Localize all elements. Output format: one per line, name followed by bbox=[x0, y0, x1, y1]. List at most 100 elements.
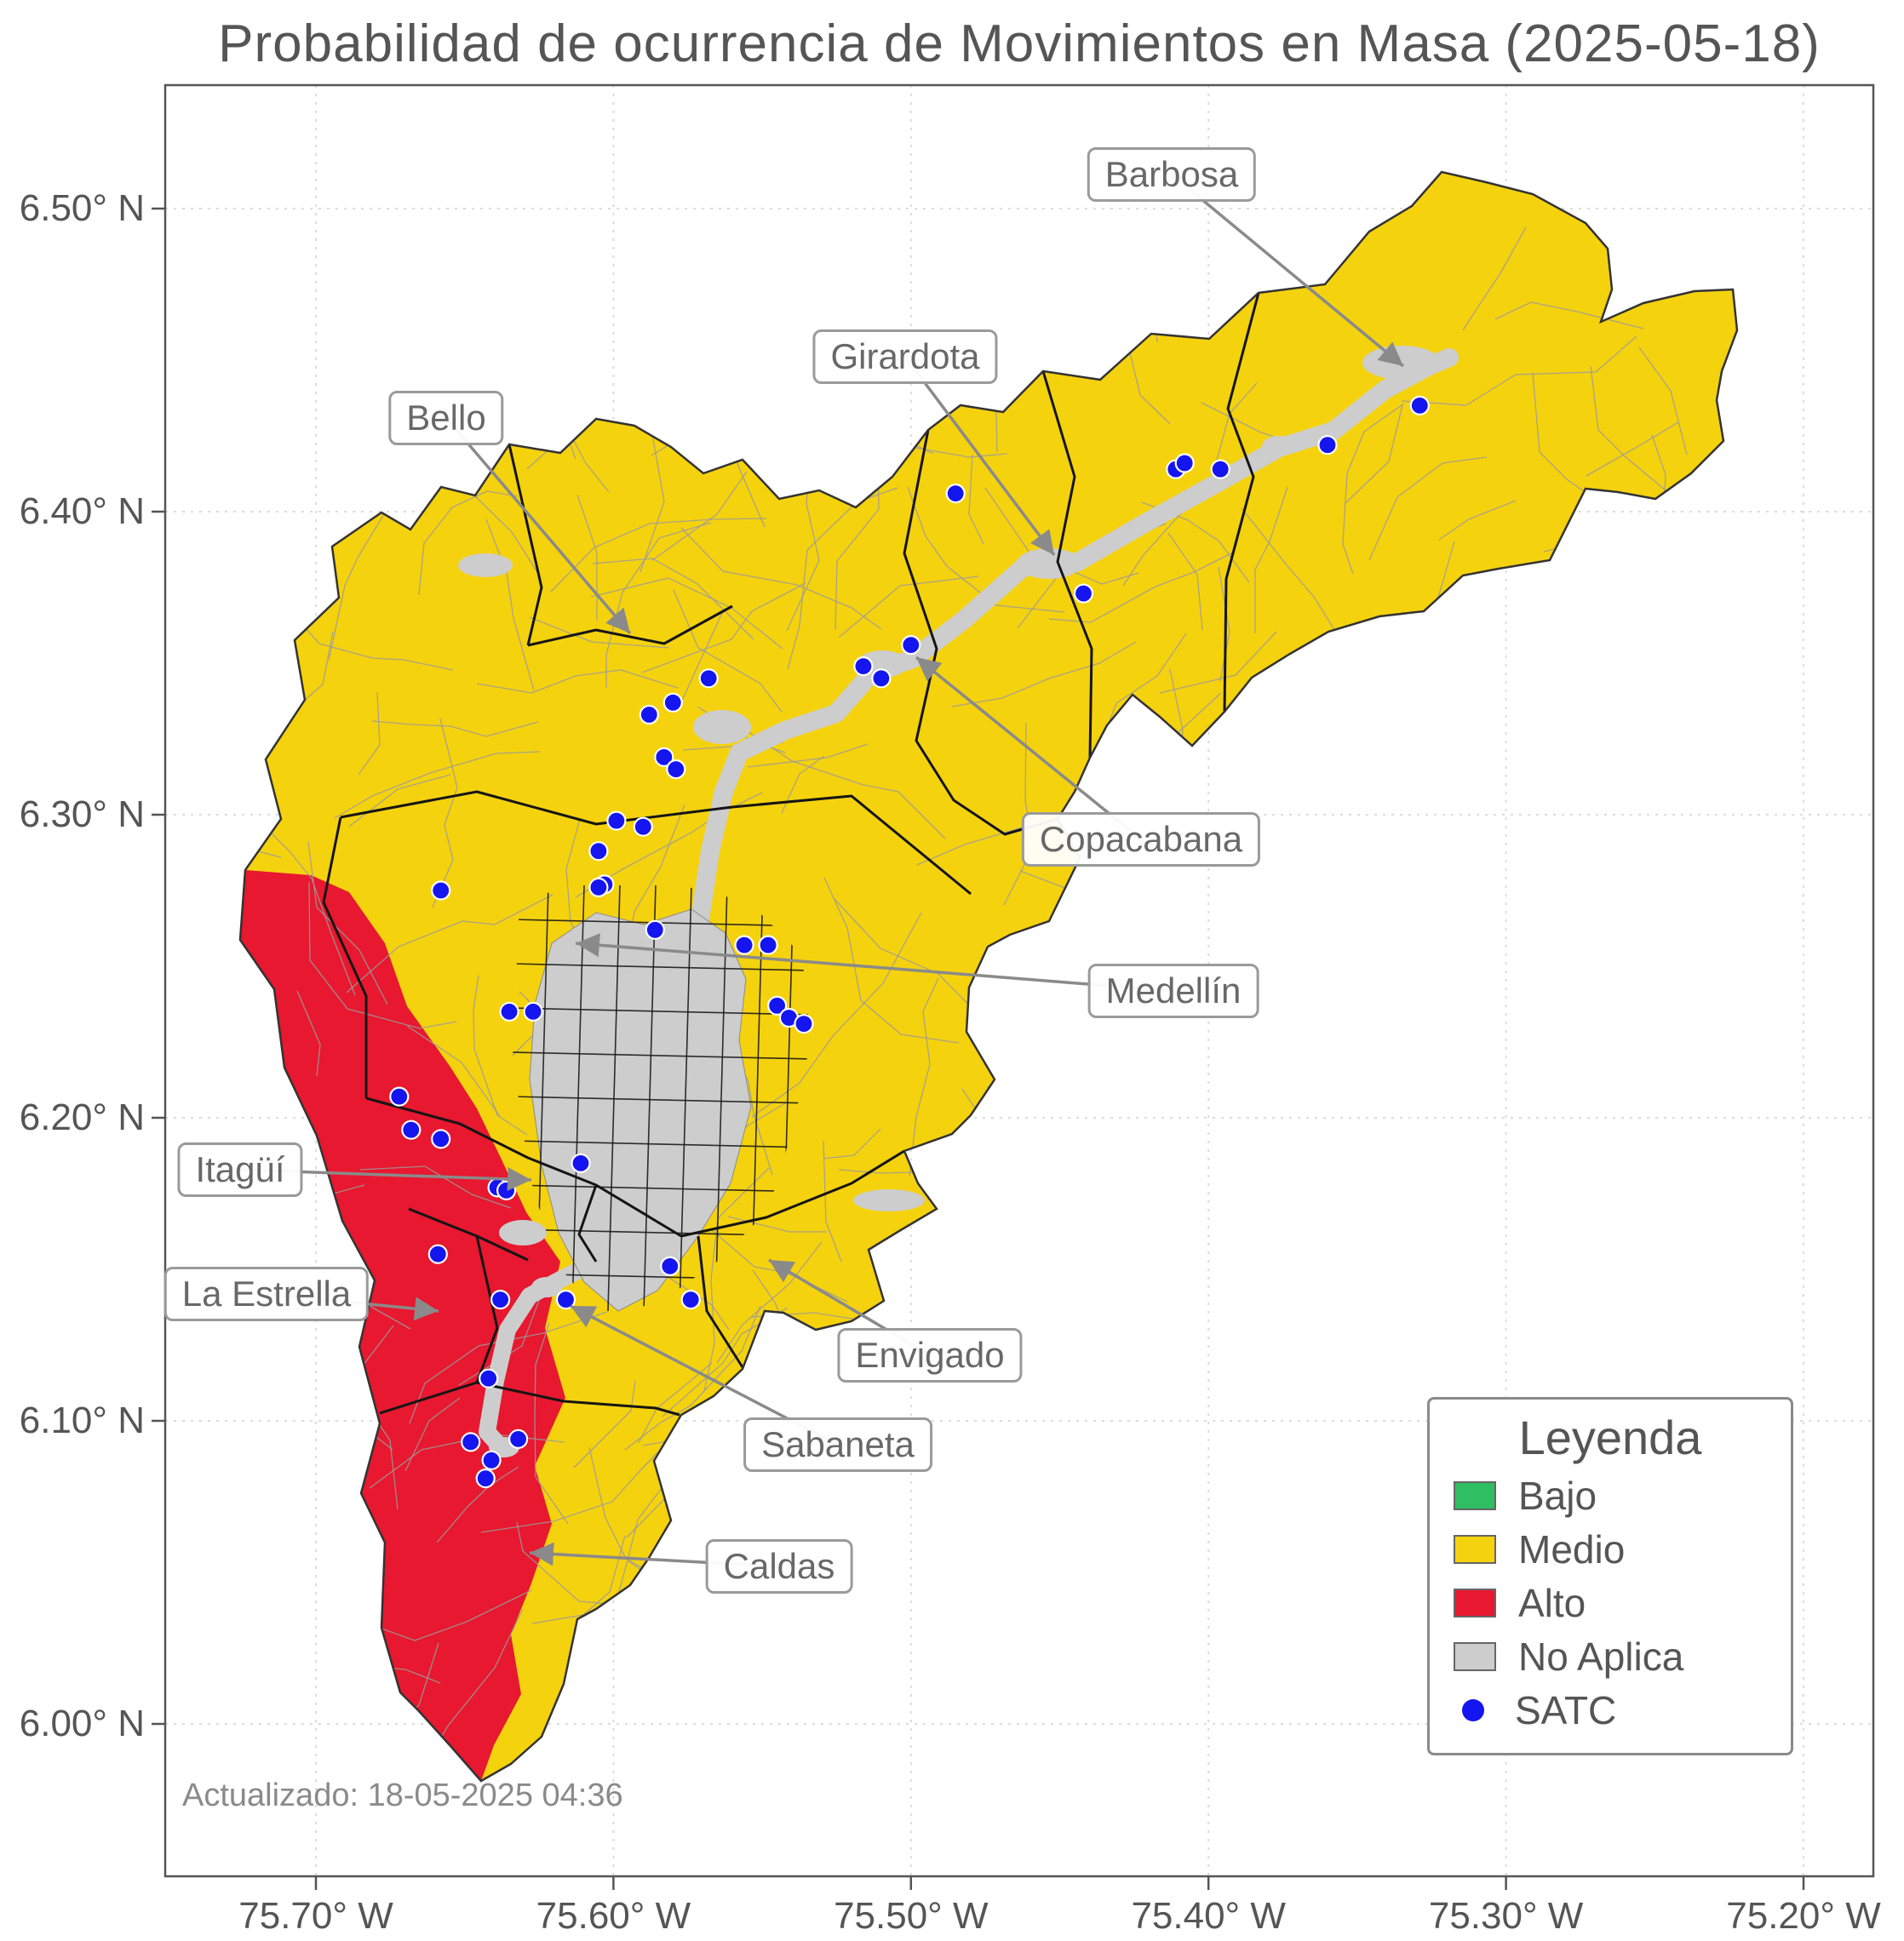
annotation-arrow bbox=[575, 933, 1174, 993]
map-annotation: Sabaneta bbox=[743, 1417, 932, 1472]
satc-dot bbox=[680, 1289, 701, 1310]
satc-dot bbox=[871, 668, 892, 689]
y-tick-label: 6.30° N bbox=[19, 793, 145, 835]
satc-dot bbox=[496, 1180, 517, 1201]
urban-area bbox=[531, 1277, 562, 1297]
satc-dot bbox=[734, 935, 754, 955]
urban-area bbox=[693, 710, 751, 744]
satc-dot bbox=[571, 1153, 591, 1174]
urban-area bbox=[1362, 346, 1441, 380]
x-tick-label: 75.70° W bbox=[238, 1895, 393, 1937]
satc-dot bbox=[758, 935, 778, 955]
legend-title: Leyenda bbox=[1518, 1411, 1702, 1464]
satc-dot bbox=[633, 816, 653, 837]
legend-color-swatch bbox=[1454, 1481, 1496, 1510]
satc-dot bbox=[945, 483, 966, 504]
satc-dot bbox=[427, 1244, 448, 1264]
satc-dot bbox=[431, 1129, 451, 1149]
satc-dot bbox=[431, 880, 451, 901]
annotation-arrow bbox=[903, 355, 1056, 557]
legend: Leyenda Bajo Medio Alto No Aplica SATC bbox=[1427, 1397, 1793, 1755]
page-title: Probabilidad de ocurrencia de Movimiento… bbox=[218, 14, 1821, 73]
map-annotation: Medellín bbox=[1087, 964, 1259, 1018]
satc-dot bbox=[389, 1086, 410, 1107]
satc-dot bbox=[490, 1289, 511, 1310]
y-tick-label: 6.20° N bbox=[19, 1096, 145, 1138]
satc-dot bbox=[588, 877, 609, 898]
map-annotation: Girardota bbox=[812, 329, 998, 384]
map-annotation: Barbosa bbox=[1087, 147, 1257, 202]
municipal-boundary bbox=[527, 604, 733, 647]
satc-dot bbox=[1317, 435, 1338, 455]
map-annotation: Copacabana bbox=[1021, 812, 1261, 867]
annotation-arrow bbox=[915, 656, 1143, 841]
y-tick-label: 6.00° N bbox=[19, 1703, 145, 1744]
y-tick-label: 6.50° N bbox=[19, 187, 145, 229]
urban-area bbox=[1017, 548, 1081, 579]
satc-dot bbox=[645, 919, 665, 940]
legend-item: SATC bbox=[1454, 1687, 1767, 1733]
satc-dot bbox=[481, 1450, 502, 1470]
annotation-arrow bbox=[444, 416, 632, 635]
satc-dot bbox=[606, 810, 627, 831]
legend-item: Alto bbox=[1454, 1580, 1767, 1626]
y-tick-label: 6.40° N bbox=[19, 490, 145, 532]
urban-area bbox=[1262, 436, 1296, 456]
legend-item-label: Medio bbox=[1518, 1527, 1626, 1572]
municipal-boundary bbox=[508, 444, 543, 646]
x-tick-label: 75.20° W bbox=[1726, 1895, 1881, 1937]
satc-dot bbox=[666, 759, 686, 780]
axes-frame bbox=[152, 83, 1875, 1890]
satc-dot bbox=[660, 1256, 680, 1277]
satc-dots-layer bbox=[389, 395, 1430, 1489]
satc-dot bbox=[479, 1368, 499, 1388]
legend-item-label: No Aplica bbox=[1518, 1635, 1684, 1679]
x-tick-label: 75.40° W bbox=[1131, 1895, 1286, 1937]
legend-item-label: SATC bbox=[1515, 1688, 1617, 1732]
satc-dot bbox=[499, 1001, 519, 1022]
municipal-boundary bbox=[577, 1184, 598, 1263]
river-corridor-north bbox=[691, 348, 1459, 929]
legend-item: Bajo bbox=[1454, 1473, 1767, 1519]
satc-dot bbox=[853, 656, 874, 677]
updated-timestamp: Actualizado: 18-05-2025 04:36 bbox=[182, 1778, 623, 1813]
satc-dot bbox=[639, 704, 659, 725]
satc-dot bbox=[555, 1289, 576, 1310]
satc-dot bbox=[1210, 459, 1230, 479]
legend-dot-symbol bbox=[1462, 1699, 1484, 1721]
legend-item-label: Alto bbox=[1518, 1581, 1586, 1625]
municipal-boundary bbox=[408, 1207, 529, 1262]
satc-dot bbox=[588, 841, 609, 862]
map-annotation: Envigado bbox=[837, 1328, 1023, 1383]
map-annotation: Bello bbox=[388, 391, 504, 445]
annotation-arrow bbox=[1170, 173, 1405, 368]
satc-dot bbox=[662, 692, 683, 713]
legend-color-swatch bbox=[1454, 1589, 1496, 1618]
satc-dot bbox=[1174, 453, 1195, 473]
municipal-boundary bbox=[697, 1235, 744, 1368]
map-annotation: La Estrella bbox=[163, 1267, 370, 1321]
municipal-boundary bbox=[903, 429, 1058, 836]
satc-dot bbox=[698, 668, 719, 689]
municipal-boundary bbox=[379, 1381, 680, 1417]
urban-area bbox=[458, 553, 513, 577]
map-annotation: Itagüí bbox=[177, 1142, 303, 1197]
municipal-boundary bbox=[1223, 292, 1260, 713]
satc-dot bbox=[766, 995, 788, 1016]
x-tick-label: 75.30° W bbox=[1428, 1895, 1584, 1937]
satc-dot bbox=[461, 1432, 481, 1452]
urban-area bbox=[499, 1220, 547, 1245]
river-corridor-south bbox=[479, 1253, 605, 1457]
x-tick-label: 75.50° W bbox=[834, 1895, 989, 1937]
legend-item: No Aplica bbox=[1454, 1634, 1767, 1680]
satc-dot bbox=[1073, 583, 1094, 604]
municipal-boundaries bbox=[322, 292, 1260, 1417]
map-annotation: Caldas bbox=[705, 1539, 853, 1594]
satc-dot bbox=[901, 634, 921, 656]
region-alto bbox=[240, 870, 565, 1781]
legend-item: Medio bbox=[1454, 1526, 1767, 1572]
satc-dot bbox=[794, 1013, 814, 1034]
legend-rows: Bajo Medio Alto No Aplica SATC bbox=[1454, 1473, 1767, 1733]
satc-dot bbox=[508, 1429, 529, 1450]
legend-color-swatch bbox=[1454, 1535, 1496, 1564]
